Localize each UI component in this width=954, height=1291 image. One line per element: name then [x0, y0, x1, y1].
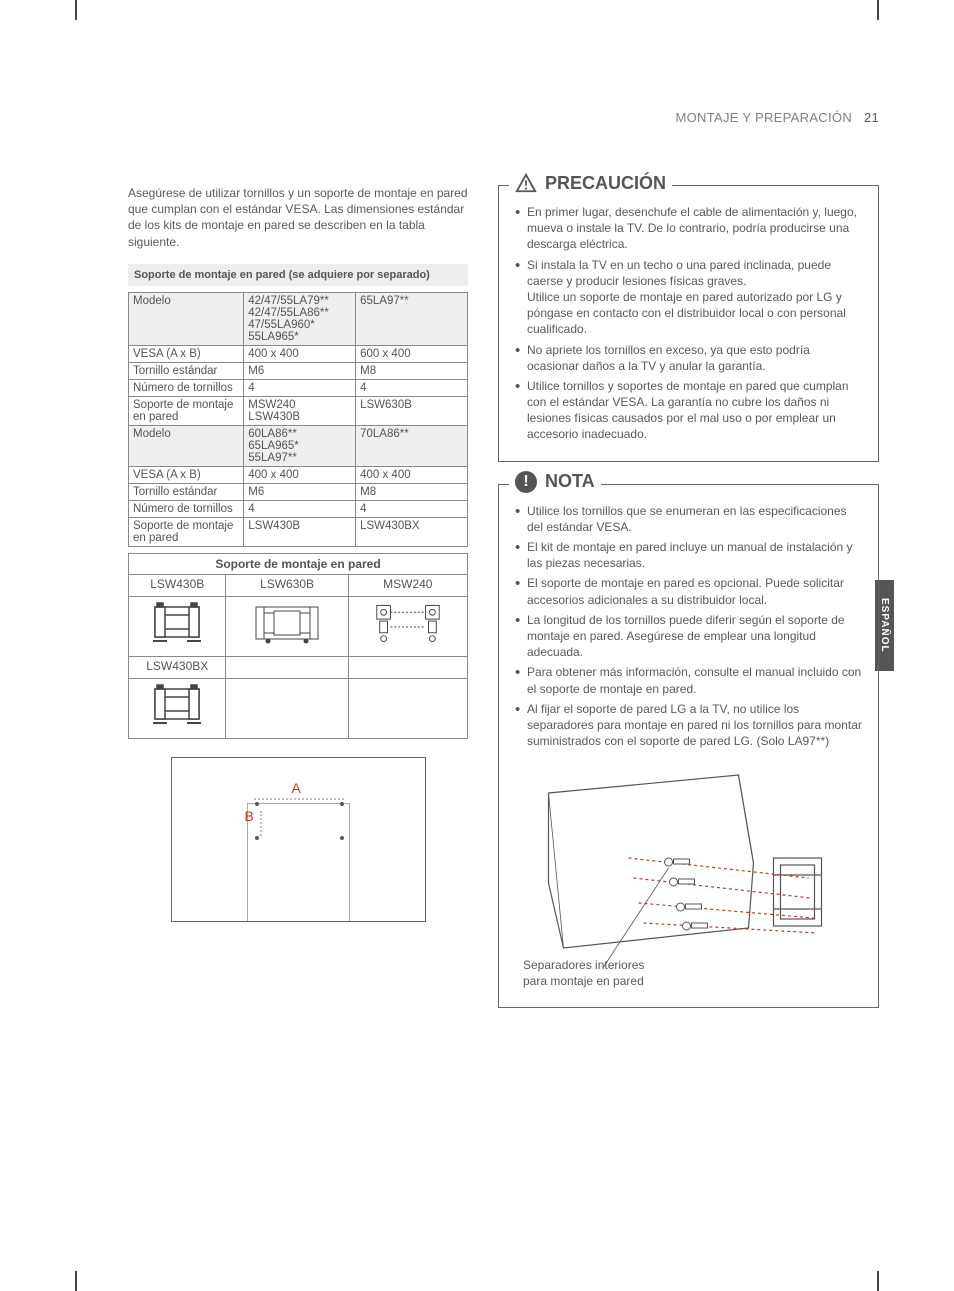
cell: 4 — [244, 500, 356, 517]
bracket-label: LSW430BX — [129, 656, 226, 678]
msw240-icon — [369, 601, 447, 646]
cell: 70LA86** — [356, 425, 468, 466]
precaution-item: Utilice tornillos y soportes de montaje … — [513, 378, 864, 443]
lsw430b-icon — [147, 601, 207, 646]
section-title: MONTAJE Y PREPARACIÓN — [675, 110, 852, 125]
lsw630b-icon — [247, 601, 327, 646]
nota-box: ! NOTA Utilice los tornillos que se enum… — [498, 484, 879, 1009]
cell: 65LA97** — [356, 292, 468, 345]
vesa-ab-diagram: A B — [171, 757, 426, 922]
cell: Número de tornillos — [129, 500, 244, 517]
label-a: A — [292, 780, 301, 796]
spec-table-1: Modelo 42/47/55LA79** 42/47/55LA86** 47/… — [128, 292, 468, 547]
warning-triangle-icon — [515, 172, 537, 194]
cell: Modelo — [129, 425, 244, 466]
cell: 600 x 400 — [356, 345, 468, 362]
bracket-label: LSW630B — [226, 574, 348, 596]
precaution-item: En primer lugar, desenchufe el cable de … — [513, 204, 864, 253]
cell: Soporte de montaje en pared — [129, 517, 244, 546]
bracket-image — [348, 596, 467, 656]
nota-item: Al fijar el soporte de pared LG a la TV,… — [513, 701, 864, 750]
bracket-header: Soporte de montaje en pared — [129, 553, 468, 574]
cell: 400 x 400 — [356, 466, 468, 483]
cell: Tornillo estándar — [129, 483, 244, 500]
cell-empty — [226, 678, 348, 738]
cell: Modelo — [129, 292, 244, 345]
cell-empty — [226, 656, 348, 678]
cell: M8 — [356, 483, 468, 500]
running-header: MONTAJE Y PREPARACIÓN 21 — [128, 110, 879, 125]
table-caption: Soporte de montaje en pared (se adquiere… — [128, 264, 468, 286]
bracket-image — [226, 596, 348, 656]
nota-item: Para obtener más información, consulte e… — [513, 664, 864, 696]
info-circle-icon: ! — [515, 471, 537, 493]
lsw430bx-icon — [147, 683, 207, 728]
cell: Número de tornillos — [129, 379, 244, 396]
cell: VESA (A x B) — [129, 466, 244, 483]
bracket-image — [129, 596, 226, 656]
cell: LSW430BX — [356, 517, 468, 546]
precaution-box: PRECAUCIÓN En primer lugar, desenchufe e… — [498, 185, 879, 462]
nota-item: La longitud de los tornillos puede difer… — [513, 612, 864, 661]
cell: 42/47/55LA79** 42/47/55LA86** 47/55LA960… — [244, 292, 356, 345]
cell: 4 — [356, 500, 468, 517]
cell-empty — [348, 678, 467, 738]
page-number: 21 — [864, 110, 879, 125]
cell: MSW240 LSW430B — [244, 396, 356, 425]
label-b: B — [245, 808, 254, 824]
cell: M6 — [244, 483, 356, 500]
wall-mount-figure: Separadores interiores para montaje en p… — [513, 763, 864, 993]
cell: Soporte de montaje en pared — [129, 396, 244, 425]
nota-title: NOTA — [545, 471, 595, 492]
nota-item: El soporte de montaje en pared es opcion… — [513, 575, 864, 607]
cell: LSW630B — [356, 396, 468, 425]
cell: 4 — [356, 379, 468, 396]
bracket-label: LSW430B — [129, 574, 226, 596]
precaution-item: No apriete los tornillos en exceso, ya q… — [513, 342, 864, 374]
bracket-table: Soporte de montaje en pared LSW430B LSW6… — [128, 553, 468, 739]
cell: VESA (A x B) — [129, 345, 244, 362]
intro-paragraph: Asegúrese de utilizar tornillos y un sop… — [128, 185, 468, 250]
cell: LSW430B — [244, 517, 356, 546]
cell: Tornillo estándar — [129, 362, 244, 379]
cell: 400 x 400 — [244, 466, 356, 483]
cell: M6 — [244, 362, 356, 379]
cell: 400 x 400 — [244, 345, 356, 362]
nota-item: Utilice los tornillos que se enumeran en… — [513, 503, 864, 535]
bracket-image — [129, 678, 226, 738]
precaution-title: PRECAUCIÓN — [545, 173, 666, 194]
figure-caption: Separadores interiores para montaje en p… — [523, 958, 644, 989]
cell: M8 — [356, 362, 468, 379]
cell: 4 — [244, 379, 356, 396]
nota-item: El kit de montaje en pared incluye un ma… — [513, 539, 864, 571]
page-content: MONTAJE Y PREPARACIÓN 21 Asegúrese de ut… — [0, 0, 954, 1090]
precaution-item: Si instala la TV en un techo o una pared… — [513, 257, 864, 338]
cell: 60LA86** 65LA965* 55LA97** — [244, 425, 356, 466]
bracket-label: MSW240 — [348, 574, 467, 596]
cell-empty — [348, 656, 467, 678]
